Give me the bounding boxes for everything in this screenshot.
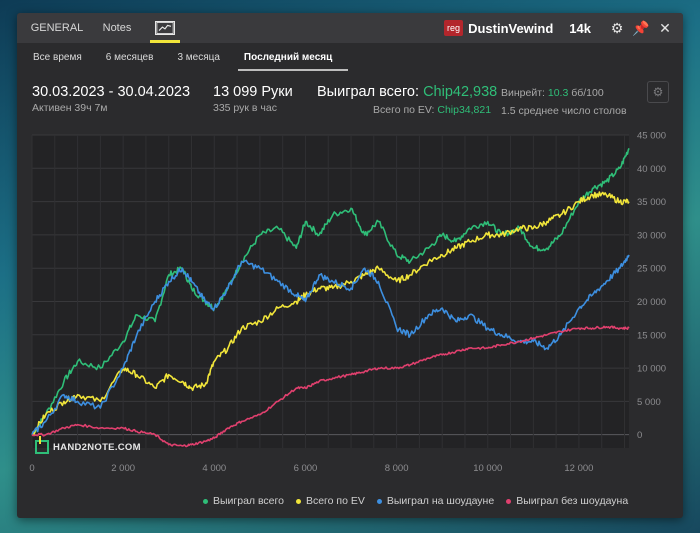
legend-label: Выиграл всего (213, 495, 284, 507)
won-total: Выиграл всего: Chip42,938 (317, 83, 497, 101)
y-tick-label: 45 000 (637, 131, 666, 142)
hand2note-logo-icon (35, 436, 49, 454)
legend-dot (295, 498, 301, 504)
x-tick-label: 4 000 (202, 463, 226, 474)
winrate: Винрейт: 10.3 бб/100 (501, 86, 627, 100)
y-tick-label: 15 000 (637, 330, 666, 341)
series-line-1 (31, 191, 630, 436)
tab-notes[interactable]: Notes (102, 22, 132, 34)
period-tab-6-months[interactable]: 6 месяцев (105, 51, 154, 63)
avg-tables: 1.5 среднее число столов (501, 105, 627, 117)
winrate-unit: бб/100 (571, 87, 604, 99)
watermark: HAND2NOTE.COM (35, 436, 141, 454)
x-tick-label: 2 000 (111, 463, 135, 474)
x-tick-label: 8 000 (385, 463, 409, 474)
x-tick-label: 12 000 (564, 463, 593, 474)
y-tick-label: 0 (637, 430, 642, 441)
legend-item-showdown[interactable]: Выиграл на шоудауне (376, 495, 495, 507)
series-line-2 (31, 254, 630, 435)
player-name: DustinVewind (468, 20, 554, 36)
tab-graph[interactable] (147, 13, 183, 43)
won-total-value: Chip42,938 (423, 84, 498, 100)
close-icon[interactable]: ✕ (659, 19, 671, 36)
period-tabs: Все время 6 месяцев 3 месяца Последний м… (17, 43, 683, 71)
chart-settings-button[interactable]: ⚙ (647, 81, 669, 103)
top-bar: GENERAL Notes reg DustinVewind 14k ⚙ 📌 ✕ (17, 13, 683, 43)
won-total-label: Выиграл всего: (317, 84, 420, 100)
x-tick-label: 0 (29, 463, 34, 474)
tab-general[interactable]: GENERAL (30, 22, 84, 34)
date-range: 30.03.2023 - 30.04.2023 (32, 84, 191, 100)
legend-label: Выиграл на шоудауне (386, 495, 495, 507)
legend-item-won[interactable]: Выиграл всего (203, 495, 284, 507)
ev-total: Всего по EV: Chip34,821 (373, 103, 491, 117)
winrate-label: Винрейт: (501, 87, 545, 99)
watermark-text: HAND2NOTE.COM (53, 441, 141, 453)
series-line-0 (31, 148, 630, 436)
period-tab-last-month[interactable]: Последний месяц (234, 43, 349, 71)
line-chart-icon (155, 21, 175, 35)
active-time: Активен 39ч 7м (32, 102, 108, 114)
reg-badge: reg (444, 20, 464, 36)
hands-block: 13 099 Руки 335 рук в час (213, 83, 293, 115)
legend-item-ev[interactable]: Всего по EV (295, 495, 365, 507)
plot-background (32, 135, 629, 448)
chart-legend: Выиграл всего Всего по EV Выиграл на шоу… (203, 493, 628, 509)
legend-dot (506, 498, 512, 504)
x-tick-label: 10 000 (473, 463, 502, 474)
y-tick-label: 40 000 (637, 164, 666, 175)
y-tick-label: 35 000 (637, 197, 666, 208)
y-tick-label: 25 000 (637, 264, 666, 275)
y-tick-label: 20 000 (637, 297, 666, 308)
stats-panel: 30.03.2023 - 30.04.2023 Активен 39ч 7м 1… (17, 71, 683, 123)
ev-block: Всего по EV: Chip34,821 (373, 103, 491, 117)
winrate-value: 10.3 (547, 87, 569, 99)
date-block: 30.03.2023 - 30.04.2023 Активен 39ч 7м (32, 83, 190, 115)
x-tick-label: 6 000 (294, 463, 318, 474)
pin-icon[interactable]: 📌 (632, 19, 650, 36)
y-tick-label: 10 000 (637, 364, 666, 375)
won-block: Выиграл всего: Chip42,938 (317, 83, 497, 101)
gear-icon[interactable]: ⚙ (610, 19, 624, 36)
profit-chart: 0 5 000 10 000 15 000 20 000 25 000 30 000 35 0… (29, 131, 666, 475)
legend-dot (376, 498, 382, 504)
hands-per-hour: 335 рук в час (213, 102, 277, 114)
period-tab-all-time[interactable]: Все время (33, 51, 82, 63)
series-line-3 (31, 325, 630, 448)
legend-label: Выиграл без шоудауна (516, 495, 629, 507)
legend-item-non-showdown[interactable]: Выиграл без шоудауна (506, 495, 628, 507)
hud-window: GENERAL Notes reg DustinVewind 14k ⚙ 📌 ✕… (17, 13, 683, 518)
legend-dot (203, 498, 208, 504)
y-tick-label: 30 000 (637, 230, 666, 241)
gear-icon: ⚙ (652, 85, 664, 99)
y-tick-label: 5 000 (637, 397, 661, 408)
legend-label: Всего по EV (305, 495, 365, 507)
hands-count: 13 099 Руки (213, 84, 293, 100)
ev-total-value: Chip34,821 (437, 104, 492, 116)
ev-total-label: Всего по EV: (373, 104, 435, 116)
chart-area: 0 5 000 10 000 15 000 20 000 25 000 30 000 35 0… (17, 121, 683, 518)
period-tab-3-months[interactable]: 3 месяца (177, 51, 220, 63)
stake-label: 14k (569, 20, 591, 36)
winrate-block: Винрейт: 10.3 бб/100 1.5 среднее число с… (501, 86, 627, 118)
